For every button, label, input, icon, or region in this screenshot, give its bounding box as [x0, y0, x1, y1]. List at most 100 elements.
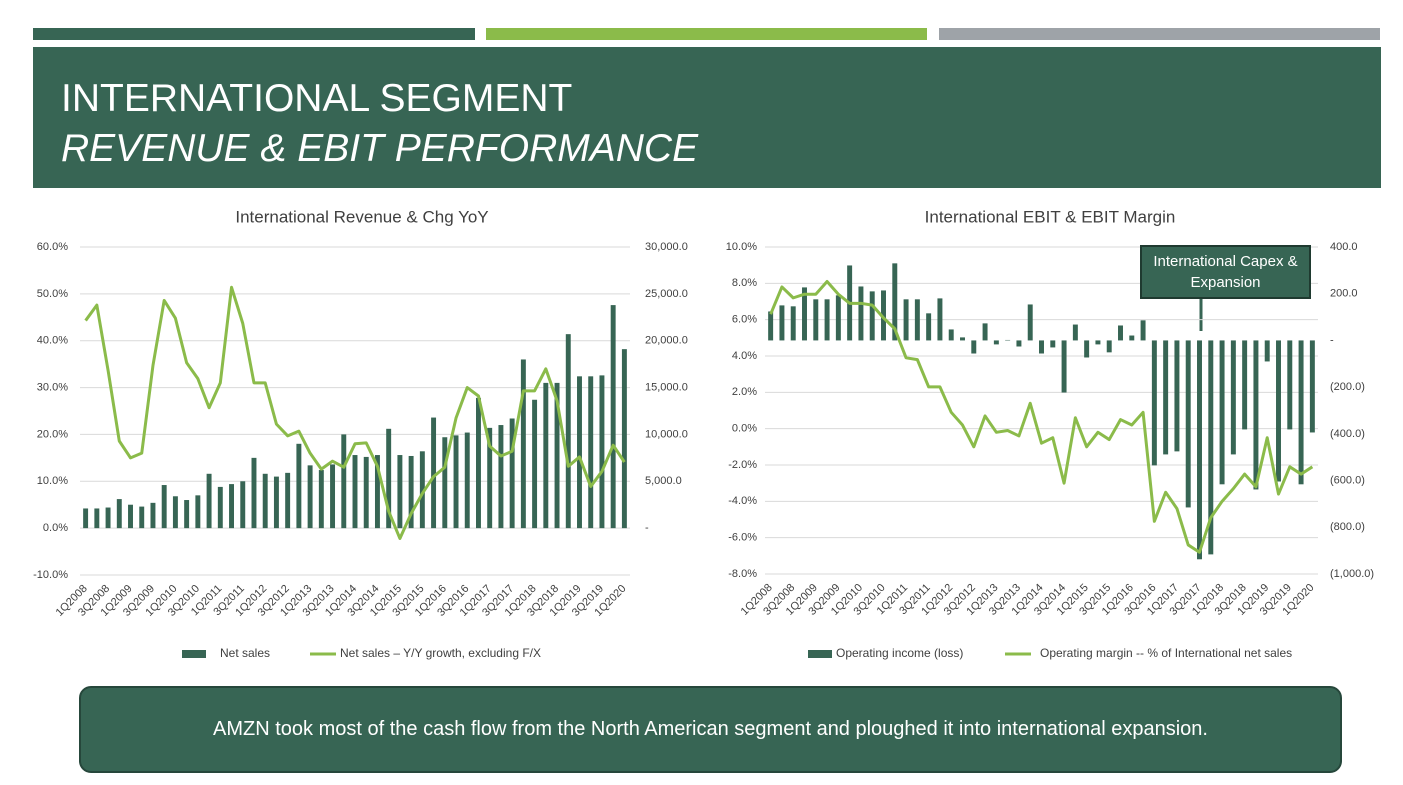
bar — [307, 465, 313, 529]
bar — [1072, 324, 1078, 341]
subtitle: REVENUE & EBIT PERFORMANCE — [61, 127, 699, 170]
y2-tick-label: 30,000.0 — [645, 241, 688, 253]
bar — [971, 340, 977, 354]
bar — [881, 290, 886, 341]
y-tick-label: 30.0% — [37, 381, 68, 393]
bar — [790, 306, 796, 341]
legend-label: Net sales – Y/Y growth, excluding F/X — [340, 646, 541, 660]
bar — [1151, 340, 1157, 466]
bar — [1309, 340, 1315, 433]
bar — [768, 311, 774, 341]
bar — [464, 432, 470, 529]
bar — [476, 397, 481, 529]
bar — [1039, 340, 1044, 354]
bar — [588, 376, 594, 529]
y2-tick-label: (400.0) — [1330, 428, 1365, 440]
bar — [251, 457, 257, 529]
bar — [937, 298, 943, 341]
y-tick-label: 8.0% — [732, 277, 757, 289]
bar — [914, 299, 920, 341]
bar — [386, 428, 392, 529]
bar — [1242, 340, 1248, 430]
y2-tick-label: (600.0) — [1330, 474, 1365, 486]
bar — [116, 499, 122, 529]
y-tick-label: 20.0% — [37, 428, 68, 440]
y2-tick-label: (200.0) — [1330, 381, 1365, 393]
y2-tick-label: 200.0 — [1330, 288, 1358, 300]
legend-swatch — [808, 650, 832, 658]
bar — [318, 470, 324, 529]
bar — [509, 418, 515, 529]
line — [84, 285, 626, 540]
y-tick-label: 50.0% — [37, 288, 68, 300]
bar — [1276, 340, 1281, 482]
bar — [150, 502, 156, 529]
bar — [1084, 340, 1090, 358]
footer-callout: AMZN took most of the cash flow from the… — [79, 686, 1342, 773]
bar — [813, 299, 819, 341]
y2-tick-label: (1,000.0) — [1330, 568, 1374, 580]
bar — [869, 291, 875, 341]
y2-tick-label: 10,000.0 — [645, 428, 688, 440]
bar — [105, 507, 111, 529]
header: INTERNATIONAL SEGMENT REVENUE & EBIT PER… — [33, 47, 1381, 188]
bar — [1197, 340, 1202, 560]
legend-label: Net sales — [220, 646, 270, 660]
bar — [1027, 304, 1033, 341]
bar — [1016, 340, 1022, 347]
bar — [1061, 340, 1067, 393]
bar — [960, 337, 965, 341]
bar — [139, 506, 145, 529]
bar — [926, 313, 932, 341]
bar — [161, 485, 167, 529]
y-tick-label: -8.0% — [728, 568, 757, 580]
chart-title: International Revenue & Chg YoY — [235, 207, 488, 226]
bar — [610, 305, 616, 529]
stripe — [33, 28, 475, 40]
bar — [824, 299, 830, 341]
y2-tick-label: 15,000.0 — [645, 381, 688, 393]
y2-tick-label: 400.0 — [1330, 241, 1358, 253]
legend-label: Operating margin -- % of International n… — [1040, 646, 1292, 660]
bar — [903, 299, 909, 341]
y-tick-label: 10.0% — [726, 241, 757, 253]
bar — [892, 263, 898, 341]
y-tick-label: 2.0% — [732, 386, 757, 398]
bar — [363, 456, 369, 529]
bar — [83, 508, 89, 529]
bar — [1264, 340, 1270, 362]
bar — [993, 340, 999, 345]
y-tick-label: 4.0% — [732, 350, 757, 362]
bar — [565, 334, 571, 529]
bar — [498, 425, 504, 529]
y-tick-label: 0.0% — [732, 423, 757, 435]
bar — [217, 486, 223, 529]
y-tick-label: 40.0% — [37, 335, 68, 347]
bar — [1298, 340, 1304, 485]
bar — [1095, 340, 1101, 345]
bar — [1287, 340, 1293, 430]
bar — [532, 399, 538, 529]
bar — [1185, 340, 1191, 508]
bar — [442, 437, 448, 529]
bar — [1129, 335, 1135, 341]
bar — [229, 484, 234, 529]
y-tick-label: -2.0% — [728, 459, 757, 471]
stripe — [486, 28, 927, 40]
bar — [982, 323, 988, 341]
bar — [397, 455, 403, 529]
bar — [408, 455, 414, 529]
bar — [1174, 340, 1180, 452]
stripe — [939, 28, 1380, 40]
bar — [577, 376, 582, 529]
bar — [240, 481, 246, 529]
bar — [184, 500, 190, 529]
bar — [330, 464, 336, 529]
bar — [1230, 340, 1236, 455]
bar — [172, 496, 178, 529]
y-tick-label: 6.0% — [732, 314, 757, 326]
bar — [1140, 320, 1146, 341]
bar — [285, 472, 291, 529]
bar — [206, 473, 212, 529]
